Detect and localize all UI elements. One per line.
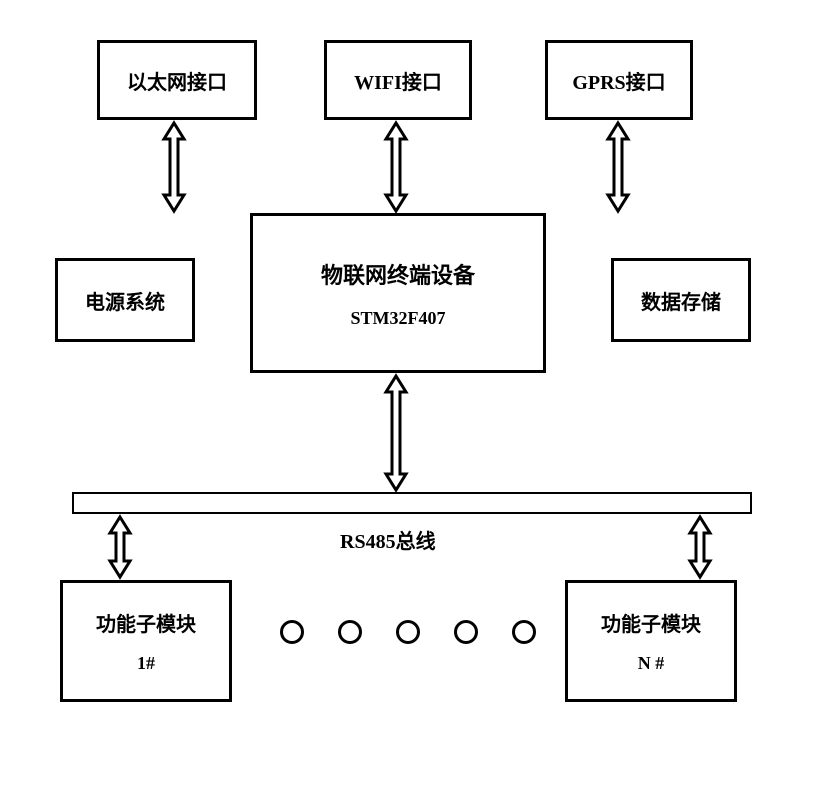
storage-box: 数据存储 (611, 258, 751, 342)
arrow-wifi-center (383, 123, 409, 211)
module1-box: 功能子模块 1# (60, 580, 232, 702)
rs485-bus-label: RS485总线 (340, 525, 436, 554)
gprs-box: GPRS接口 (545, 40, 693, 120)
storage-label: 数据存储 (641, 286, 721, 315)
arrow-ethernet-center (161, 123, 187, 211)
center-box: 物联网终端设备 STM32F407 (250, 213, 546, 373)
center-label2: STM32F407 (350, 308, 445, 329)
power-label: 电源系统 (85, 286, 165, 315)
ellipsis-dot (454, 620, 478, 644)
ellipsis-dot (338, 620, 362, 644)
module1-label2: 1# (137, 653, 155, 674)
module1-label1: 功能子模块 (96, 608, 196, 637)
center-label1: 物联网终端设备 (321, 258, 475, 290)
moduleN-box: 功能子模块 N # (565, 580, 737, 702)
ellipsis-dot (280, 620, 304, 644)
arrow-bus-module1 (107, 517, 133, 577)
ellipsis-dot (512, 620, 536, 644)
wifi-box: WIFI接口 (324, 40, 472, 120)
wifi-label: WIFI接口 (354, 66, 442, 95)
moduleN-label1: 功能子模块 (601, 608, 701, 637)
arrow-center-bus (383, 376, 409, 490)
ellipsis-dot (396, 620, 420, 644)
rs485-bus (72, 492, 752, 514)
ethernet-box: 以太网接口 (97, 40, 257, 120)
arrow-bus-moduleN (687, 517, 713, 577)
moduleN-label2: N # (638, 653, 665, 674)
gprs-label: GPRS接口 (572, 66, 665, 95)
power-box: 电源系统 (55, 258, 195, 342)
arrow-gprs-center (605, 123, 631, 211)
ethernet-label: 以太网接口 (127, 66, 227, 95)
